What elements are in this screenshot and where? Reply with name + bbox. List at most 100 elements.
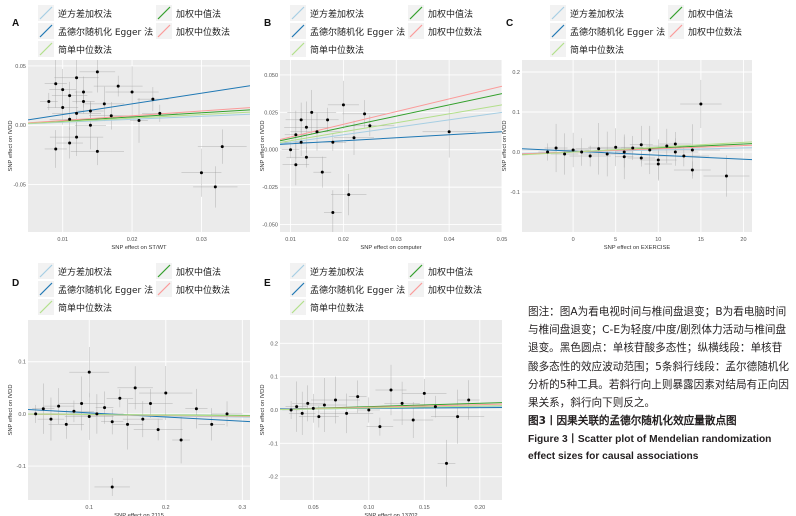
snp-point: [300, 411, 304, 415]
snp-point: [118, 396, 122, 400]
legend-label: 孟德尔随机化 Egger 法: [570, 26, 665, 38]
y-tick-label: -0.1: [17, 464, 26, 470]
snp-point: [87, 370, 91, 374]
snp-point: [294, 163, 298, 167]
x-axis-title: SNP effect on 13702: [364, 513, 417, 516]
snp-point: [597, 147, 601, 151]
plot-background: [522, 60, 752, 232]
panel-letter: A: [12, 18, 19, 29]
snp-point: [311, 406, 315, 410]
snp-point: [194, 407, 198, 411]
data-layer: [280, 364, 502, 487]
snp-point: [322, 403, 326, 407]
mr-line: [280, 111, 502, 145]
legend-key-line: [291, 300, 305, 314]
snp-point: [304, 155, 308, 159]
snp-point: [72, 409, 76, 413]
y-tick-label: 0.025: [264, 110, 278, 116]
snp-point: [88, 123, 92, 127]
legend-key-line: [39, 42, 53, 56]
legend-label: 逆方差加权法: [570, 8, 624, 20]
y-tick-label: 0.1: [18, 360, 26, 366]
snp-point: [130, 90, 134, 94]
legend-label: 加权中位数法: [428, 284, 482, 296]
data-layer: [522, 79, 752, 197]
x-tick-label: 0.02: [338, 237, 349, 243]
figure-caption: 图注：图A为看电视时间与椎间盘退变；B为看电脑时间与椎间盘退变；C-E为轻度/中…: [528, 303, 790, 465]
snp-point: [648, 148, 652, 152]
y-axis-title: SNP effect on IVDD: [260, 120, 266, 171]
legend-key-line: [157, 24, 171, 38]
snp-point: [68, 141, 72, 145]
x-tick-label: 0: [572, 237, 575, 243]
y-tick-label: 0.1: [512, 110, 520, 116]
snp-point: [682, 154, 686, 158]
y-axis-title: SNP effect on IVDD: [260, 384, 266, 435]
y-tick-label: 0.0: [18, 412, 26, 418]
panel-letter: E: [264, 278, 271, 289]
snp-point: [400, 401, 404, 405]
x-tick-label: 0.05: [497, 237, 508, 243]
legend-label: 逆方差加权法: [310, 266, 364, 278]
snp-point: [367, 408, 371, 412]
snp-point: [571, 148, 575, 152]
x-tick-label: 0.04: [444, 237, 455, 243]
legend-key-line: [409, 282, 423, 296]
mr-line: [28, 109, 250, 124]
legend-key-line: [409, 6, 423, 20]
snp-point: [699, 102, 703, 106]
legend-key-line: [291, 42, 305, 56]
snp-point: [225, 412, 229, 416]
legend-label: 孟德尔随机化 Egger 法: [310, 26, 405, 38]
snp-point: [64, 422, 68, 426]
snp-point: [639, 143, 643, 147]
y-tick-label: -0.2: [269, 475, 278, 481]
x-tick-label: 0.02: [127, 237, 138, 243]
data-layer: [280, 80, 502, 232]
legend-label: 简单中位数法: [310, 302, 364, 314]
y-tick-label: -0.025: [262, 185, 278, 191]
snp-point: [68, 117, 72, 121]
snp-point: [210, 422, 214, 426]
legend-key-line: [551, 24, 565, 38]
mr-line: [522, 148, 752, 161]
snp-point: [347, 193, 351, 197]
snp-point: [690, 168, 694, 172]
legend-label: 加权中值法: [176, 8, 221, 20]
y-tick-label: 0.00: [15, 123, 26, 129]
snp-point: [389, 388, 393, 392]
panel-letter: B: [264, 18, 271, 29]
snp-point: [341, 103, 345, 107]
x-tick-label: 0.01: [285, 237, 296, 243]
snp-point: [605, 152, 609, 156]
snp-point: [109, 114, 113, 118]
x-tick-label: 0.15: [419, 505, 430, 511]
legend-label: 简单中位数法: [58, 44, 112, 56]
caption-note: 图注：图A为看电视时间与椎间盘退变；B为看电脑时间与椎间盘退变；C-E为轻度/中…: [528, 306, 789, 410]
snp-point: [133, 386, 137, 390]
snp-point: [110, 485, 114, 489]
x-tick-label: 0.03: [391, 237, 402, 243]
snp-point: [199, 171, 203, 175]
panel-letter: D: [12, 278, 19, 289]
snp-point: [158, 111, 162, 115]
snp-point: [54, 82, 58, 86]
snp-point: [665, 144, 669, 148]
legend-label: 加权中值法: [428, 266, 473, 278]
snp-point: [68, 94, 72, 98]
plot-background: [28, 60, 250, 232]
x-tick-label: 0.10: [363, 505, 374, 511]
x-tick-label: 0.05: [308, 505, 319, 511]
snp-point: [622, 150, 626, 154]
snp-point: [320, 170, 324, 174]
legend-key-line: [291, 6, 305, 20]
snp-point: [95, 149, 99, 153]
mr-line: [28, 413, 250, 417]
snp-point: [673, 150, 677, 154]
snp-point: [580, 150, 584, 154]
x-tick-label: 10: [655, 237, 661, 243]
legend-label: 加权中值法: [428, 8, 473, 20]
